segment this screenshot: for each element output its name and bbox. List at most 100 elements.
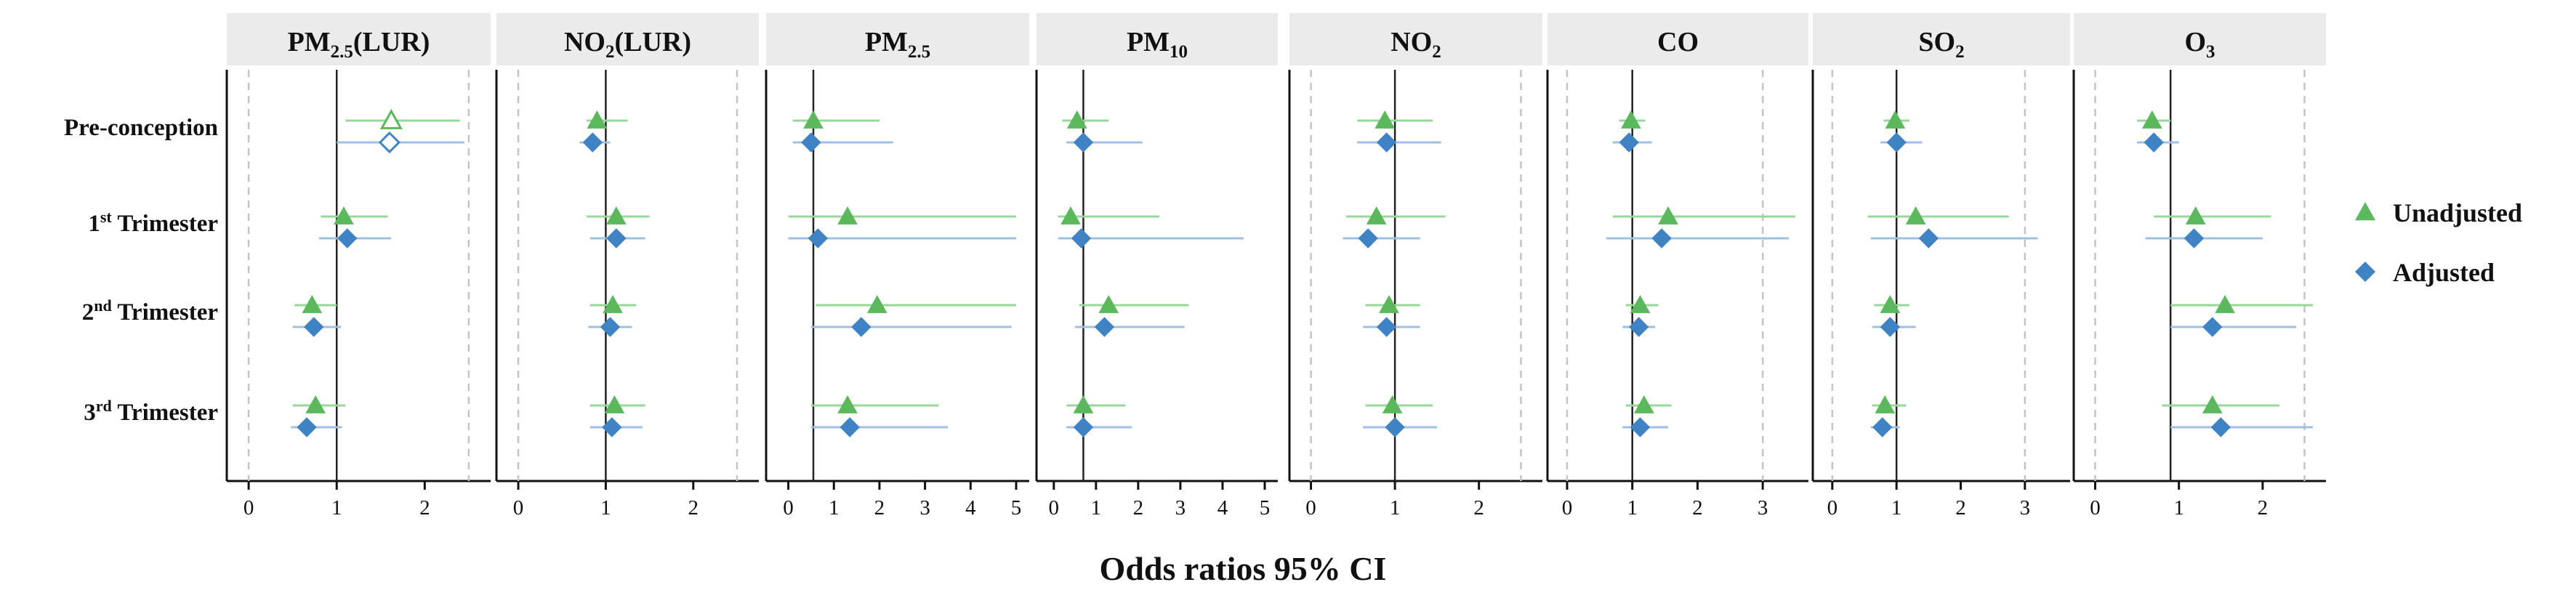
x-tick-label: 1: [1627, 496, 1638, 520]
x-tick-label: 2: [1473, 496, 1484, 520]
panel-4: NO2 0 1 2: [1288, 13, 1542, 520]
point-adjusted: [297, 417, 317, 437]
point-adjusted: [378, 131, 401, 154]
panel-2: PM2.5 0 1 2 3 4 5: [765, 13, 1029, 520]
point-adjusted: [1376, 132, 1397, 153]
x-tick-label: 0: [1827, 496, 1838, 520]
point-adjusted: [1073, 132, 1094, 153]
panel-7: O3 0 1 2: [2072, 13, 2326, 520]
point-adjusted: [1880, 317, 1901, 337]
panel-5: CO 0 1 2 3: [1546, 13, 1808, 520]
panel-title: SO2: [1918, 27, 1964, 62]
panel-header: [1037, 13, 1278, 65]
point-adjusted: [1094, 317, 1115, 337]
x-tick-label: 1: [600, 496, 611, 520]
point-unadjusted: [837, 206, 858, 225]
panel-header: [1813, 13, 2070, 65]
point-unadjusted: [305, 395, 326, 413]
point-adjusted: [1918, 228, 1939, 249]
legend-label-adjusted: Adjusted: [2393, 258, 2495, 287]
point-adjusted: [851, 317, 872, 337]
legend-marker-adjusted: [2355, 262, 2375, 282]
point-unadjusted: [1066, 110, 1087, 129]
point-unadjusted: [1379, 294, 1399, 313]
panel-title: O3: [2184, 27, 2215, 62]
point-unadjusted: [603, 294, 623, 313]
point-adjusted: [1358, 228, 1378, 249]
x-tick-label: 4: [965, 496, 976, 520]
x-tick-label: 2: [1692, 496, 1703, 520]
panel-6: SO2 0 1 2 3: [1811, 13, 2070, 520]
point-adjusted: [602, 417, 622, 437]
point-unadjusted: [2141, 110, 2162, 129]
point-unadjusted: [1880, 294, 1901, 313]
point-adjusted: [801, 132, 821, 153]
point-unadjusted: [2215, 294, 2235, 313]
x-tick-label: 1: [829, 496, 840, 520]
panel-header: [766, 13, 1029, 65]
x-tick-label: 1: [1891, 496, 1902, 520]
point-adjusted: [606, 228, 627, 249]
point-adjusted: [2202, 317, 2223, 337]
point-unadjusted: [1658, 206, 1678, 225]
point-adjusted: [1628, 317, 1649, 337]
point-adjusted: [840, 417, 860, 437]
point-unadjusted: [1374, 110, 1396, 129]
point-adjusted: [2144, 132, 2164, 153]
panel-title: CO: [1657, 27, 1699, 57]
legend: Unadjusted Adjusted: [2355, 198, 2522, 287]
point-adjusted: [1385, 417, 1405, 437]
point-unadjusted: [1621, 110, 1641, 129]
panel-title: NO2(LUR): [564, 27, 691, 62]
x-tick-label: 1: [331, 496, 342, 520]
panel-header: [2074, 13, 2326, 65]
panel-title: PM2.5(LUR): [288, 27, 430, 62]
x-tick-label: 0: [783, 496, 794, 520]
panel-header: [1547, 13, 1808, 65]
x-tick-label: 0: [1305, 496, 1316, 520]
row-label-0: Pre-conception: [64, 115, 218, 141]
point-unadjusted: [2185, 206, 2206, 225]
row-label-2: 2nd Trimester: [82, 296, 218, 326]
x-tick-label: 5: [1260, 496, 1271, 520]
point-unadjusted: [334, 206, 354, 225]
point-adjusted: [1071, 228, 1092, 249]
x-tick-label: 2: [1955, 496, 1966, 520]
panel-header: [1289, 13, 1542, 65]
panel-header: [496, 13, 759, 65]
x-tick-label: 0: [2090, 496, 2101, 520]
point-unadjusted: [837, 395, 858, 413]
point-unadjusted: [1633, 395, 1654, 413]
point-unadjusted: [379, 108, 403, 129]
point-unadjusted: [1073, 395, 1094, 413]
x-tick-label: 3: [919, 496, 930, 520]
x-tick-label: 1: [1390, 496, 1401, 520]
panel-title: PM2.5: [865, 27, 930, 62]
x-tick-label: 3: [1758, 496, 1768, 520]
panel-title: NO2: [1390, 27, 1441, 62]
x-tick-label: 2: [688, 496, 699, 520]
x-tick-label: 1: [1091, 496, 1102, 520]
x-tick-label: 5: [1011, 496, 1022, 520]
x-tick-label: 0: [513, 496, 524, 520]
x-tick-label: 2: [419, 496, 430, 520]
x-tick-label: 3: [1175, 496, 1186, 520]
row-label-3: 3rd Trimester: [84, 397, 218, 426]
point-unadjusted: [2202, 395, 2223, 413]
point-adjusted: [2210, 417, 2231, 437]
x-tick-label: 2: [874, 496, 885, 520]
x-tick-label: 4: [1217, 496, 1228, 520]
point-unadjusted: [1060, 206, 1081, 225]
point-unadjusted: [1366, 206, 1387, 225]
panel-1: NO2(LUR) 0 1 2: [495, 13, 759, 520]
legend-label-unadjusted: Unadjusted: [2393, 198, 2522, 227]
point-unadjusted: [866, 294, 887, 313]
point-unadjusted: [302, 294, 323, 313]
x-tick-label: 0: [1562, 496, 1573, 520]
point-unadjusted: [803, 110, 824, 129]
x-tick-label: 0: [243, 496, 254, 520]
point-adjusted: [1651, 228, 1672, 249]
x-tick-label: 1: [2173, 496, 2184, 520]
point-adjusted: [1619, 132, 1639, 153]
